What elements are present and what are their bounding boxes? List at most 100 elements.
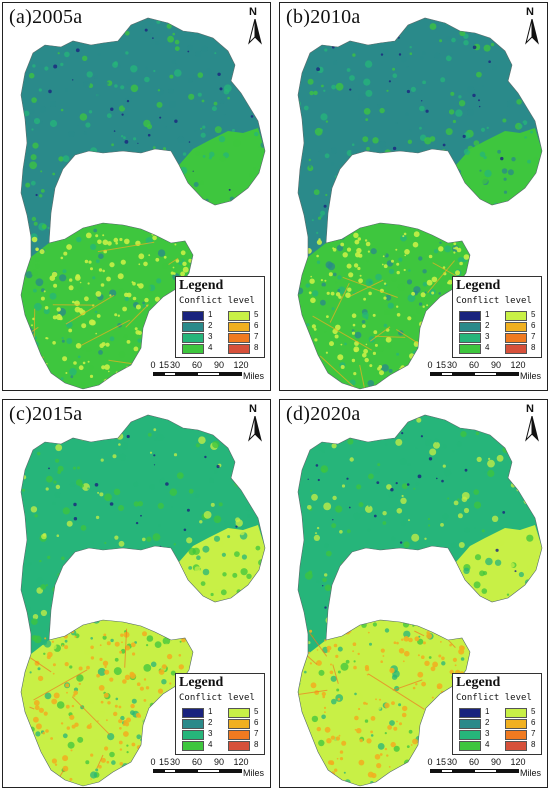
legend-item-4: 4 xyxy=(182,740,222,751)
legend-label: 6 xyxy=(254,321,259,330)
scale-bar-segment xyxy=(452,372,475,376)
legend-swatch xyxy=(228,311,250,321)
legend-item-7: 7 xyxy=(505,729,545,740)
scale-tick-label: 15 xyxy=(435,757,447,767)
legend-item-2: 2 xyxy=(182,321,222,332)
scale-bar: 0 15 30 60 90 120 Miles xyxy=(149,757,269,787)
conflict-map xyxy=(20,414,266,787)
legend-label: 5 xyxy=(254,707,259,716)
legend-swatch xyxy=(182,708,204,718)
legend-swatch xyxy=(228,333,250,343)
north-arrow-icon xyxy=(248,416,262,442)
scale-bar-segment xyxy=(175,372,198,376)
north-label: N xyxy=(249,403,257,415)
scale-units: Miles xyxy=(243,371,265,381)
legend-item-7: 7 xyxy=(505,332,545,343)
scale-tick-label: 120 xyxy=(233,757,249,767)
legend-item-3: 3 xyxy=(182,729,222,740)
scale-tick-label: 90 xyxy=(213,360,225,370)
legend-label: 4 xyxy=(485,343,490,352)
north-arrow-icon xyxy=(525,19,539,45)
scale-units: Miles xyxy=(520,768,542,778)
legend-item-3: 3 xyxy=(459,729,499,740)
legend-label: 8 xyxy=(254,343,259,352)
legend-swatch xyxy=(459,333,481,343)
legend-label: 5 xyxy=(254,310,259,319)
legend-item-5: 5 xyxy=(505,707,545,718)
legend-label: 3 xyxy=(208,729,213,738)
legend-label: 7 xyxy=(531,729,536,738)
legend-label: 7 xyxy=(531,332,536,341)
scale-bar-segment xyxy=(474,769,497,773)
legend-swatch xyxy=(182,344,204,354)
scale-tick-label: 30 xyxy=(446,757,458,767)
legend-label: 2 xyxy=(208,718,213,727)
legend-item-4: 4 xyxy=(459,740,499,751)
legend-subtitle: Conflict level xyxy=(179,693,255,703)
north-label: N xyxy=(249,6,257,18)
scale-tick-label: 30 xyxy=(446,360,458,370)
scale-tick-label: 90 xyxy=(490,360,502,370)
legend-item-8: 8 xyxy=(228,343,268,354)
legend-swatch xyxy=(505,719,527,729)
scale-tick-label: 90 xyxy=(213,757,225,767)
scale-bar-segment xyxy=(197,769,220,773)
legend-subtitle: Conflict level xyxy=(456,296,532,306)
scale-bar-segment xyxy=(496,372,519,376)
legend-label: 8 xyxy=(531,343,536,352)
legend-label: 7 xyxy=(254,332,259,341)
legend-swatch xyxy=(505,708,527,718)
scale-tick-label: 90 xyxy=(490,757,502,767)
legend: Legend Conflict level 1 2 3 4 5 6 7 8 xyxy=(175,673,265,755)
scale-tick-label: 120 xyxy=(510,360,526,370)
legend-swatch xyxy=(505,344,527,354)
scale-tick-label: 60 xyxy=(191,757,203,767)
legend-swatch xyxy=(228,730,250,740)
legend-swatch xyxy=(505,322,527,332)
legend-label: 6 xyxy=(254,718,259,727)
scale-bar-segment xyxy=(219,372,242,376)
legend-title: Legend xyxy=(456,278,501,293)
legend-swatch xyxy=(228,344,250,354)
north-arrow: N xyxy=(246,6,264,46)
legend-swatch xyxy=(459,730,481,740)
legend-label: 5 xyxy=(531,310,536,319)
legend-item-5: 5 xyxy=(228,707,268,718)
scale-tick-label: 15 xyxy=(158,360,170,370)
scale-units: Miles xyxy=(520,371,542,381)
legend-label: 4 xyxy=(208,740,213,749)
north-label: N xyxy=(526,6,534,18)
legend-swatch xyxy=(459,311,481,321)
legend-item-1: 1 xyxy=(182,707,222,718)
north-arrow: N xyxy=(523,403,541,443)
north-arrow-icon xyxy=(248,19,262,45)
legend-swatch xyxy=(459,719,481,729)
scale-tick-label: 30 xyxy=(169,360,181,370)
legend-item-5: 5 xyxy=(228,310,268,321)
legend-label: 4 xyxy=(485,740,490,749)
legend-swatch xyxy=(459,741,481,751)
legend-item-2: 2 xyxy=(459,321,499,332)
legend-label: 6 xyxy=(531,718,536,727)
legend: Legend Conflict level 1 2 3 4 5 6 7 8 xyxy=(175,276,265,358)
scale-tick-label: 60 xyxy=(468,360,480,370)
legend-title: Legend xyxy=(179,278,224,293)
map-panel-c: (c)2015a N Legend Conflict level 1 2 3 4 5 6 7 8 0 15… xyxy=(2,399,271,788)
legend-item-7: 7 xyxy=(228,332,268,343)
legend-subtitle: Conflict level xyxy=(456,693,532,703)
legend-swatch xyxy=(459,344,481,354)
legend-label: 7 xyxy=(254,729,259,738)
legend-item-6: 6 xyxy=(228,321,268,332)
legend-swatch xyxy=(459,708,481,718)
north-arrow: N xyxy=(523,6,541,46)
panel-title: (d)2020a xyxy=(286,403,361,425)
scale-bar-segment xyxy=(197,372,220,376)
legend-swatch xyxy=(505,730,527,740)
legend-label: 6 xyxy=(531,321,536,330)
legend-swatch xyxy=(505,333,527,343)
legend-item-3: 3 xyxy=(182,332,222,343)
scale-bar: 0 15 30 60 90 120 Miles xyxy=(426,360,546,390)
panel-title: (c)2015a xyxy=(9,403,83,425)
legend-label: 2 xyxy=(485,321,490,330)
legend-swatch xyxy=(182,719,204,729)
